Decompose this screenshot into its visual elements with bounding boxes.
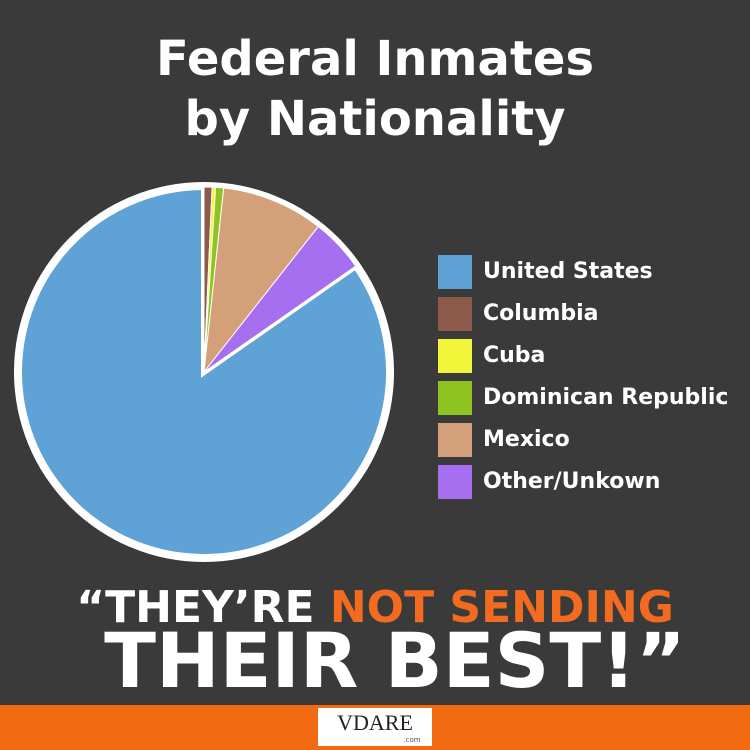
legend-swatch [438,423,472,457]
pie-slice [16,183,392,560]
legend-label: Columbia [483,301,599,326]
pie-slice [203,225,357,373]
legend-swatch [438,339,472,373]
pie-slice [203,187,320,374]
title-line: Federal Inmates [156,31,594,87]
legend-swatch [438,465,472,499]
logo-box [318,708,432,746]
pie [14,182,394,562]
title-line: by Nationality [185,91,566,147]
legend-label: Mexico [483,427,570,452]
slogan-line: “THEY’RE NOT SENDING [76,582,674,633]
logo: VDARE [337,710,413,735]
logo-sub: .com [403,736,420,744]
legend-swatch [438,297,472,331]
slogan-line: THEIR BEST!” [104,616,686,705]
legend-swatch [438,255,472,289]
legend-label: Cuba [483,343,545,368]
slogan-orange: NOT SENDING [330,582,674,633]
legend-label: Dominican Republic [483,385,728,410]
legend-label: United States [483,259,653,284]
legend-swatch [438,381,472,415]
legend-label: Other/Unkown [483,469,660,494]
legend: United States Columbia Cuba Dominican Repub… [438,255,728,499]
slogan-white: “THEY’RE [76,582,330,633]
